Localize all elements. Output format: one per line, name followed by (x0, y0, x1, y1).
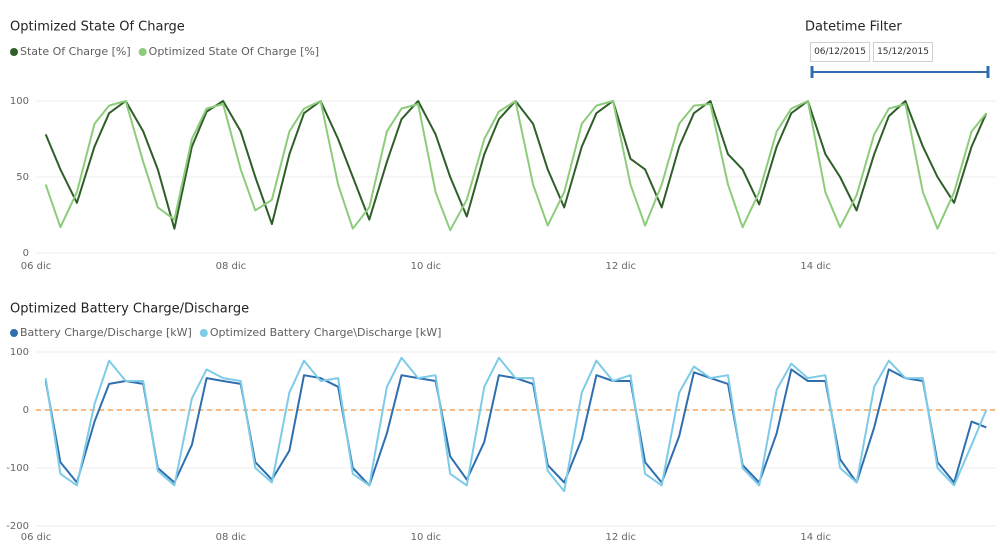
start-date-input[interactable]: 06/12/2015 (810, 42, 870, 62)
x-tick-label: 14 dic (800, 532, 831, 543)
x-tick-label: 10 dic (411, 532, 442, 543)
legend-marker (10, 48, 18, 56)
legend-marker (10, 329, 18, 337)
x-tick-label: 10 dic (411, 261, 442, 272)
y-tick-label: 0 (23, 405, 29, 416)
y-tick-label: 100 (10, 96, 29, 107)
y-tick-label: -100 (6, 463, 29, 474)
x-tick-label: 08 dic (216, 261, 247, 272)
x-tick-label: 06 dic (21, 261, 52, 272)
legend-marker (199, 329, 208, 337)
chart-title: Optimized State Of Charge (10, 20, 185, 35)
y-tick-label: -200 (6, 521, 29, 532)
legend-marker (138, 48, 147, 56)
filter-title: Datetime Filter (805, 20, 902, 35)
legend-label: State Of Charge [%] (20, 45, 131, 58)
legend-label: Optimized Battery Charge\Discharge [kW] (210, 326, 442, 339)
x-tick-label: 14 dic (800, 261, 831, 272)
chart-title: Optimized Battery Charge/Discharge (10, 302, 249, 317)
y-tick-label: 100 (10, 347, 29, 358)
x-tick-label: 12 dic (606, 261, 637, 272)
legend-label: Optimized State Of Charge [%] (149, 45, 319, 58)
y-tick-label: 50 (16, 172, 29, 183)
end-date-input[interactable]: 15/12/2015 (873, 42, 933, 62)
legend-label: Battery Charge/Discharge [kW] (20, 326, 192, 339)
y-tick-label: 0 (23, 248, 29, 259)
x-tick-label: 06 dic (21, 532, 52, 543)
x-tick-label: 12 dic (606, 532, 637, 543)
series-line (44, 356, 988, 493)
x-tick-label: 08 dic (216, 532, 247, 543)
series-line (44, 100, 988, 232)
